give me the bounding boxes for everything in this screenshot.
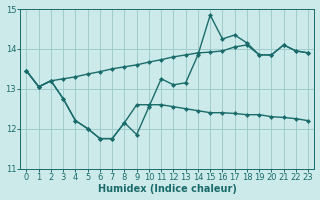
X-axis label: Humidex (Indice chaleur): Humidex (Indice chaleur) bbox=[98, 184, 237, 194]
